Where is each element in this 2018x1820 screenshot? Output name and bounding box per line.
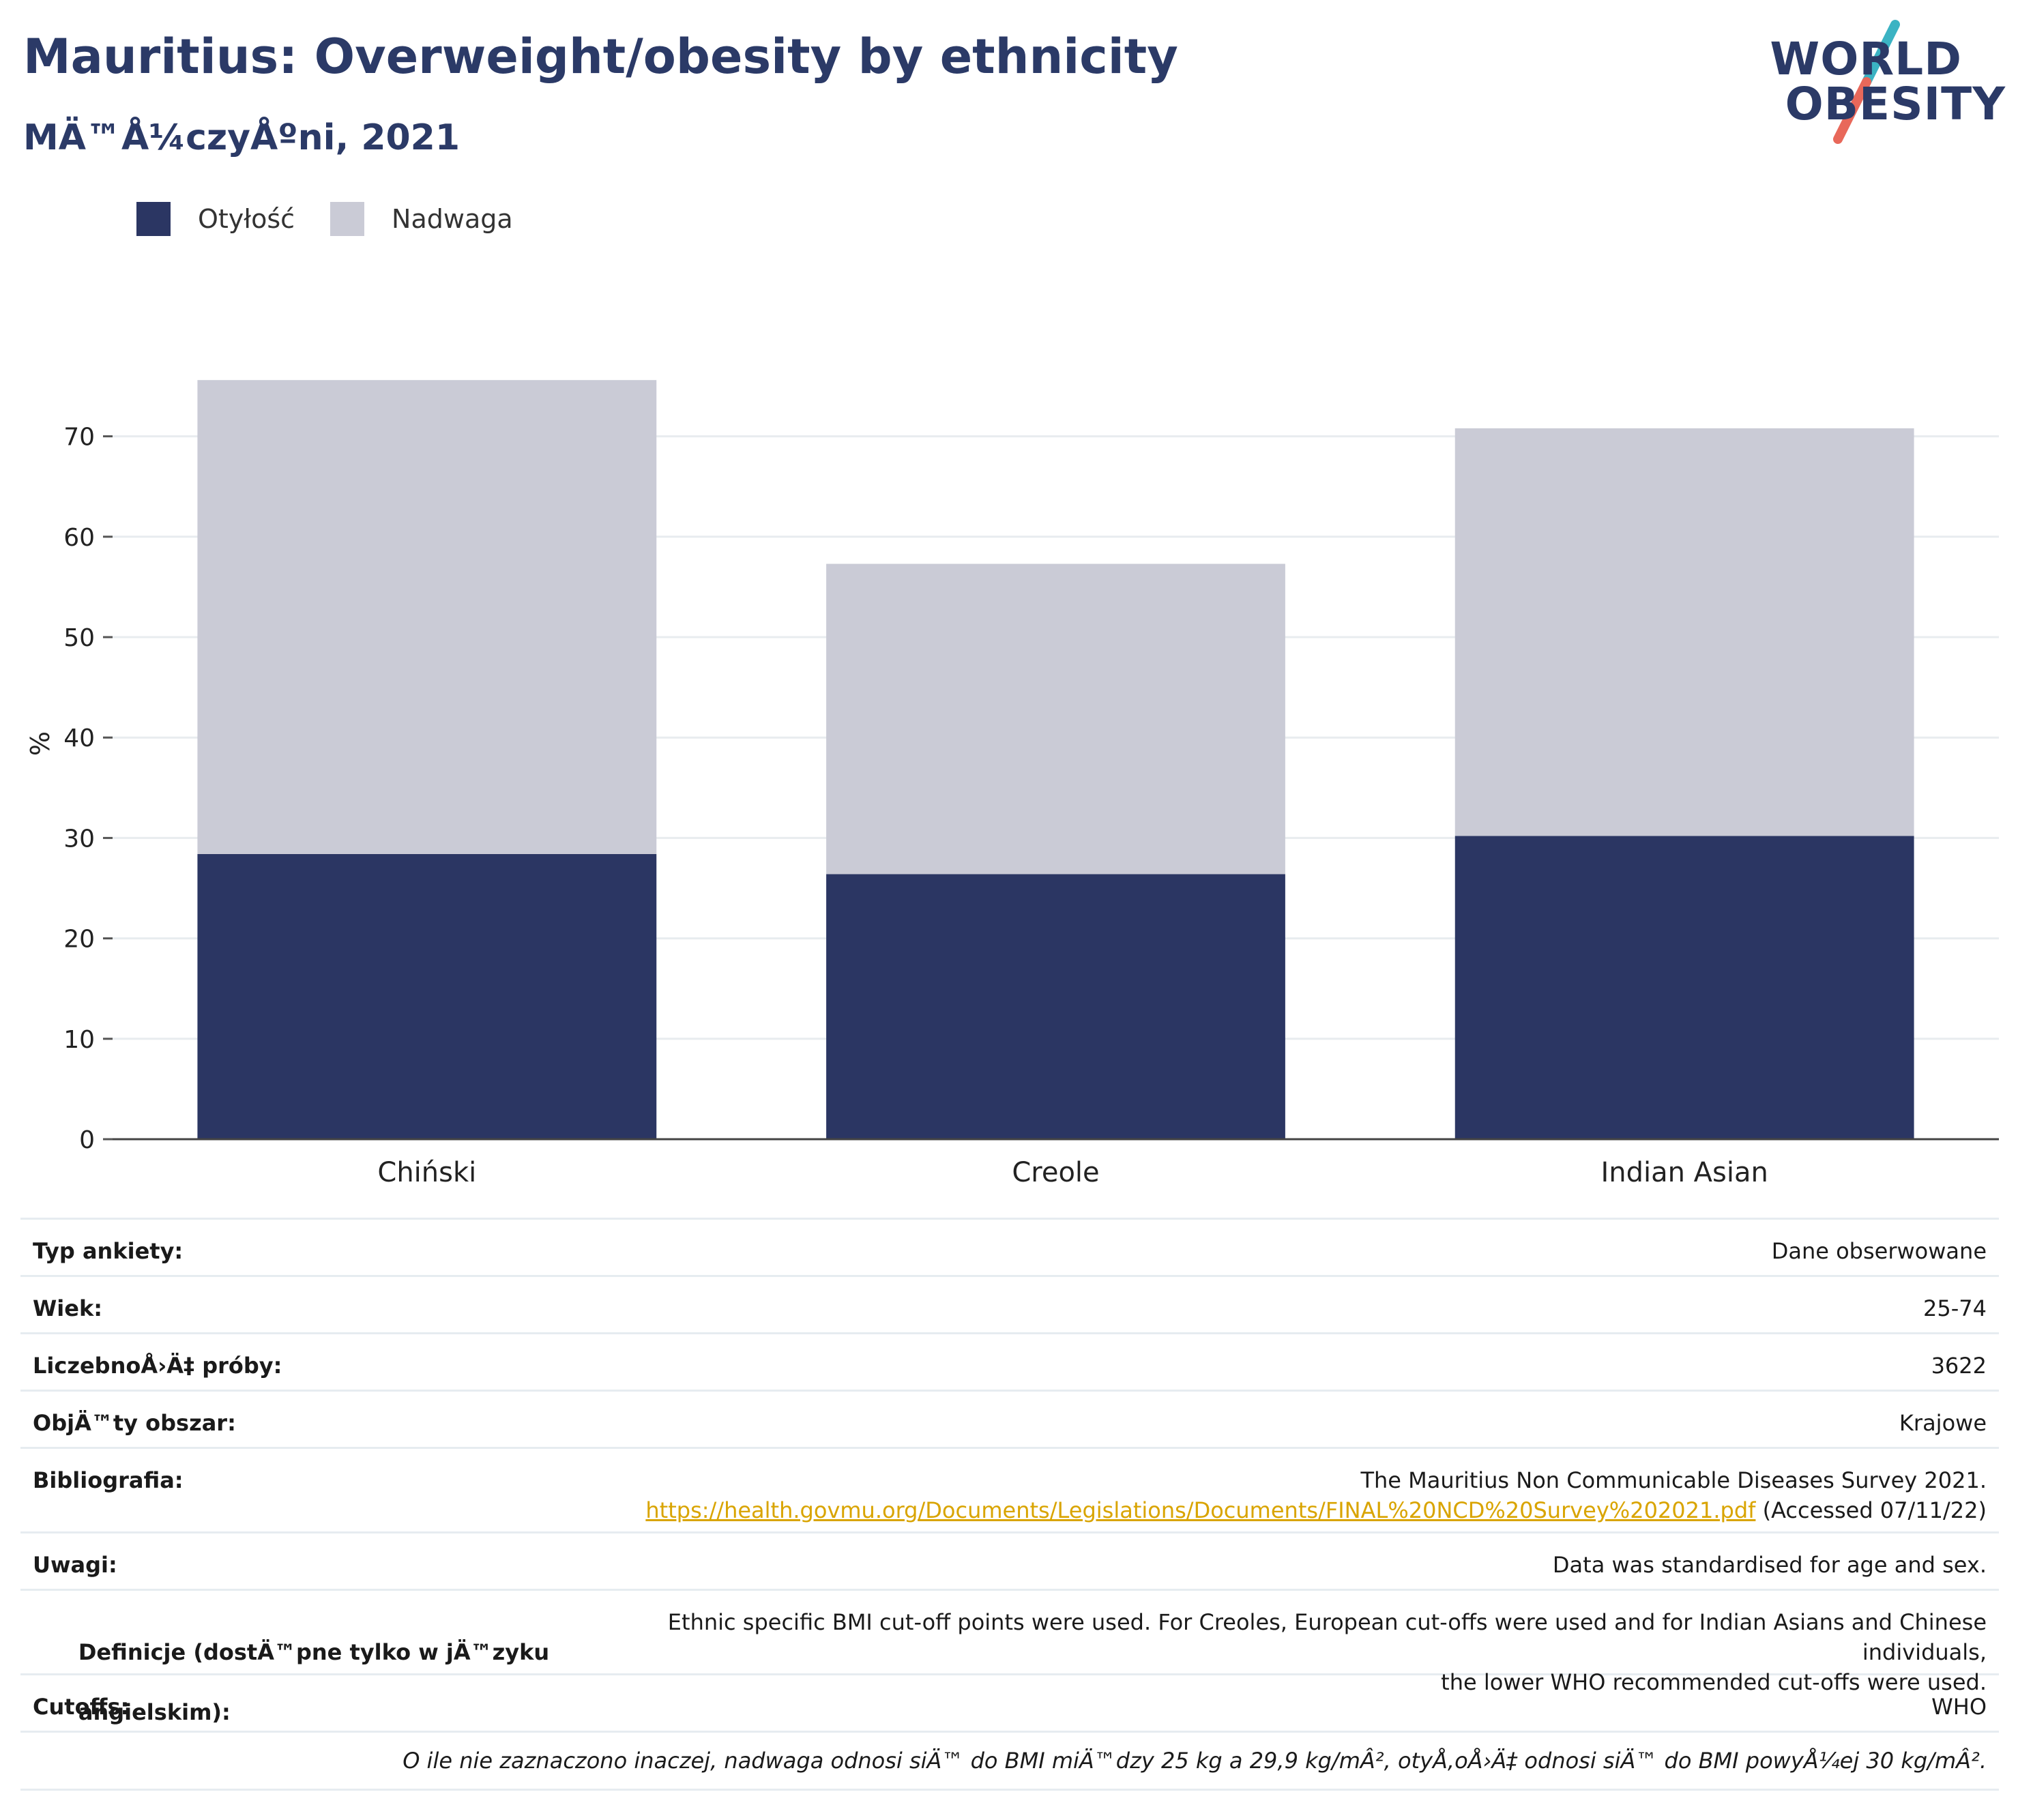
footnote: O ile nie zaznaczono inaczej, nadwaga od… [20,1731,1999,1791]
definitions-value-line: the lower WHO recommended cut-offs were … [1441,1669,1987,1695]
x-tick-label: Creole [1012,1157,1099,1187]
meta-row-sample-size: LiczebnoÅ›Ä‡ próby: 3622 [20,1332,1999,1390]
meta-value: WHO [1931,1694,1987,1720]
meta-value: Ethnic specific BMI cut-off points were … [549,1607,1987,1697]
y-tick-label: 60 [63,524,95,552]
bar-overweight [826,563,1285,875]
meta-value: Data was standardised for age and sex. [1552,1552,1987,1578]
y-tick-label: 30 [63,825,95,853]
meta-row-bibliography: Bibliografia: The Mauritius Non Communic… [20,1447,1999,1531]
x-tick-label: Indian Asian [1600,1157,1768,1187]
bar-overweight [197,380,657,854]
bar-obesity [1454,836,1914,1139]
world-obesity-logo: WORLD OBESITY [1770,19,2006,149]
meta-value: The Mauritius Non Communicable Diseases … [645,1465,1987,1525]
meta-value: Dane obserwowane [1771,1238,1987,1264]
meta-key: Typ ankiety: [33,1238,184,1264]
legend-swatch-overweight [330,202,365,236]
bibliography-link[interactable]: https://health.govmu.org/Documents/Legis… [645,1497,1756,1523]
logo-text-obesity: OBESITY [1785,78,2006,130]
meta-key: Cutoffs: [33,1694,130,1720]
stacked-bar-chart: 0 10 20 30 40 50 60 70% Chiński Creole Indian Asia… [0,287,2018,1188]
definitions-key-line: angielskim): [78,1699,231,1725]
chart-svg: 0 10 20 30 40 50 60 70% Chiński Creole Indian Asia… [25,380,1999,1188]
chart-legend: Otyłość Nadwaga [136,202,549,236]
y-tick-label: 20 [63,926,95,954]
legend-item-obesity: Otyłość [136,202,295,236]
meta-value: 25-74 [1923,1295,1987,1321]
meta-value: Krajowe [1899,1410,1987,1436]
meta-row-notes: Uwagi: Data was standardised for age and… [20,1531,1999,1589]
bar-obesity [826,874,1285,1139]
y-tick-label: 10 [63,1026,95,1054]
meta-key: Wiek: [33,1295,103,1321]
meta-key: ObjÄ™ty obszar: [33,1410,236,1436]
legend-label-overweight: Nadwaga [392,204,513,234]
bar-obesity [197,853,657,1139]
meta-row-survey-type: Typ ankiety: Dane obserwowane [20,1218,1999,1275]
bibliography-accessed: (Accessed 07/11/22) [1755,1497,1987,1523]
y-tick-label: 70 [63,424,95,452]
legend-label-obesity: Otyłość [198,204,295,234]
metadata-table: Typ ankiety: Dane obserwowane Wiek: 25-7… [20,1218,1999,1791]
logo-text-world: WORLD [1770,33,1962,85]
definitions-key-line: Definicje (dostÄ™pne tylko w jÄ™zyku [78,1639,550,1665]
x-tick-label: Chiński [377,1157,476,1187]
meta-key: Bibliografia: [33,1467,184,1493]
chart-title: Mauritius: Overweight/obesity by ethnici… [23,29,1178,85]
meta-row-age: Wiek: 25-74 [20,1275,1999,1332]
chart-subtitle: MÄ™Å¼czyÅºni, 2021 [23,117,460,158]
legend-item-overweight: Nadwaga [330,202,513,236]
bibliography-title: The Mauritius Non Communicable Diseases … [1360,1467,1987,1493]
meta-row-cutoffs: Cutoffs: WHO [20,1673,1999,1731]
meta-key: Definicje (dostÄ™pne tylko w jÄ™zyku ang… [33,1607,549,1757]
meta-key: Uwagi: [33,1552,117,1578]
legend-swatch-obesity [136,202,171,236]
meta-row-area: ObjÄ™ty obszar: Krajowe [20,1390,1999,1447]
meta-value: 3622 [1931,1353,1987,1379]
bar-overweight [1454,428,1914,836]
meta-key: LiczebnoÅ›Ä‡ próby: [33,1353,282,1379]
meta-row-definitions: Definicje (dostÄ™pne tylko w jÄ™zyku ang… [20,1589,1999,1725]
logo-slash-icon [1833,20,1900,144]
y-tick-label: 50 [63,624,95,652]
definitions-value-line: Ethnic specific BMI cut-off points were … [667,1609,1987,1665]
y-tick-label: 40 [63,724,95,752]
y-tick-label: 0 [79,1126,95,1154]
y-axis-label: % [25,731,55,756]
